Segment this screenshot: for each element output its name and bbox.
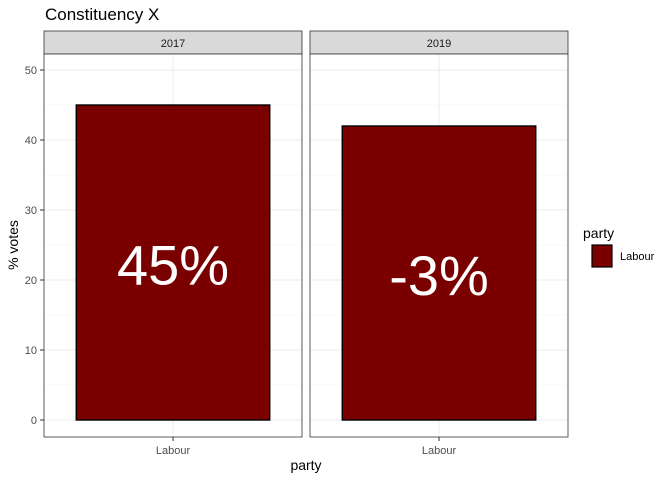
- y-tick-label: 50: [25, 65, 37, 77]
- legend-title: party: [583, 225, 614, 241]
- facet-panels: 2017 45% Labour 2019 -3% Labour: [43, 30, 569, 457]
- panel-border: [43, 53, 303, 438]
- facet-strip-label: 2017: [161, 38, 185, 50]
- y-axis: 0 10 20 30 40 50: [25, 65, 44, 427]
- y-tick-label: 30: [25, 205, 37, 217]
- panel-border: [309, 53, 569, 438]
- x-tick-label: Labour: [422, 445, 457, 457]
- y-tick-label: 10: [25, 345, 37, 357]
- y-tick-label: 20: [25, 275, 37, 287]
- x-tick-label: Labour: [156, 445, 191, 457]
- chart-title: Constituency X: [45, 5, 159, 24]
- bar: [341, 125, 537, 421]
- y-axis-label: % votes: [5, 220, 21, 270]
- facet-panel: 2019 -3% Labour: [309, 30, 569, 457]
- bar-label: -3%: [389, 244, 489, 307]
- legend-item-label: Labour: [620, 251, 655, 263]
- x-axis-label: party: [290, 457, 321, 473]
- bar-label: 45%: [117, 234, 229, 297]
- facet-panel: 2017 45% Labour: [43, 30, 303, 457]
- y-tick-label: 0: [31, 415, 37, 427]
- legend-swatch: [591, 244, 613, 268]
- facet-strip-label: 2019: [427, 38, 451, 50]
- legend: party Labour: [583, 225, 655, 268]
- legend-items: Labour: [591, 244, 655, 268]
- bar: [75, 104, 271, 421]
- y-tick-label: 40: [25, 135, 37, 147]
